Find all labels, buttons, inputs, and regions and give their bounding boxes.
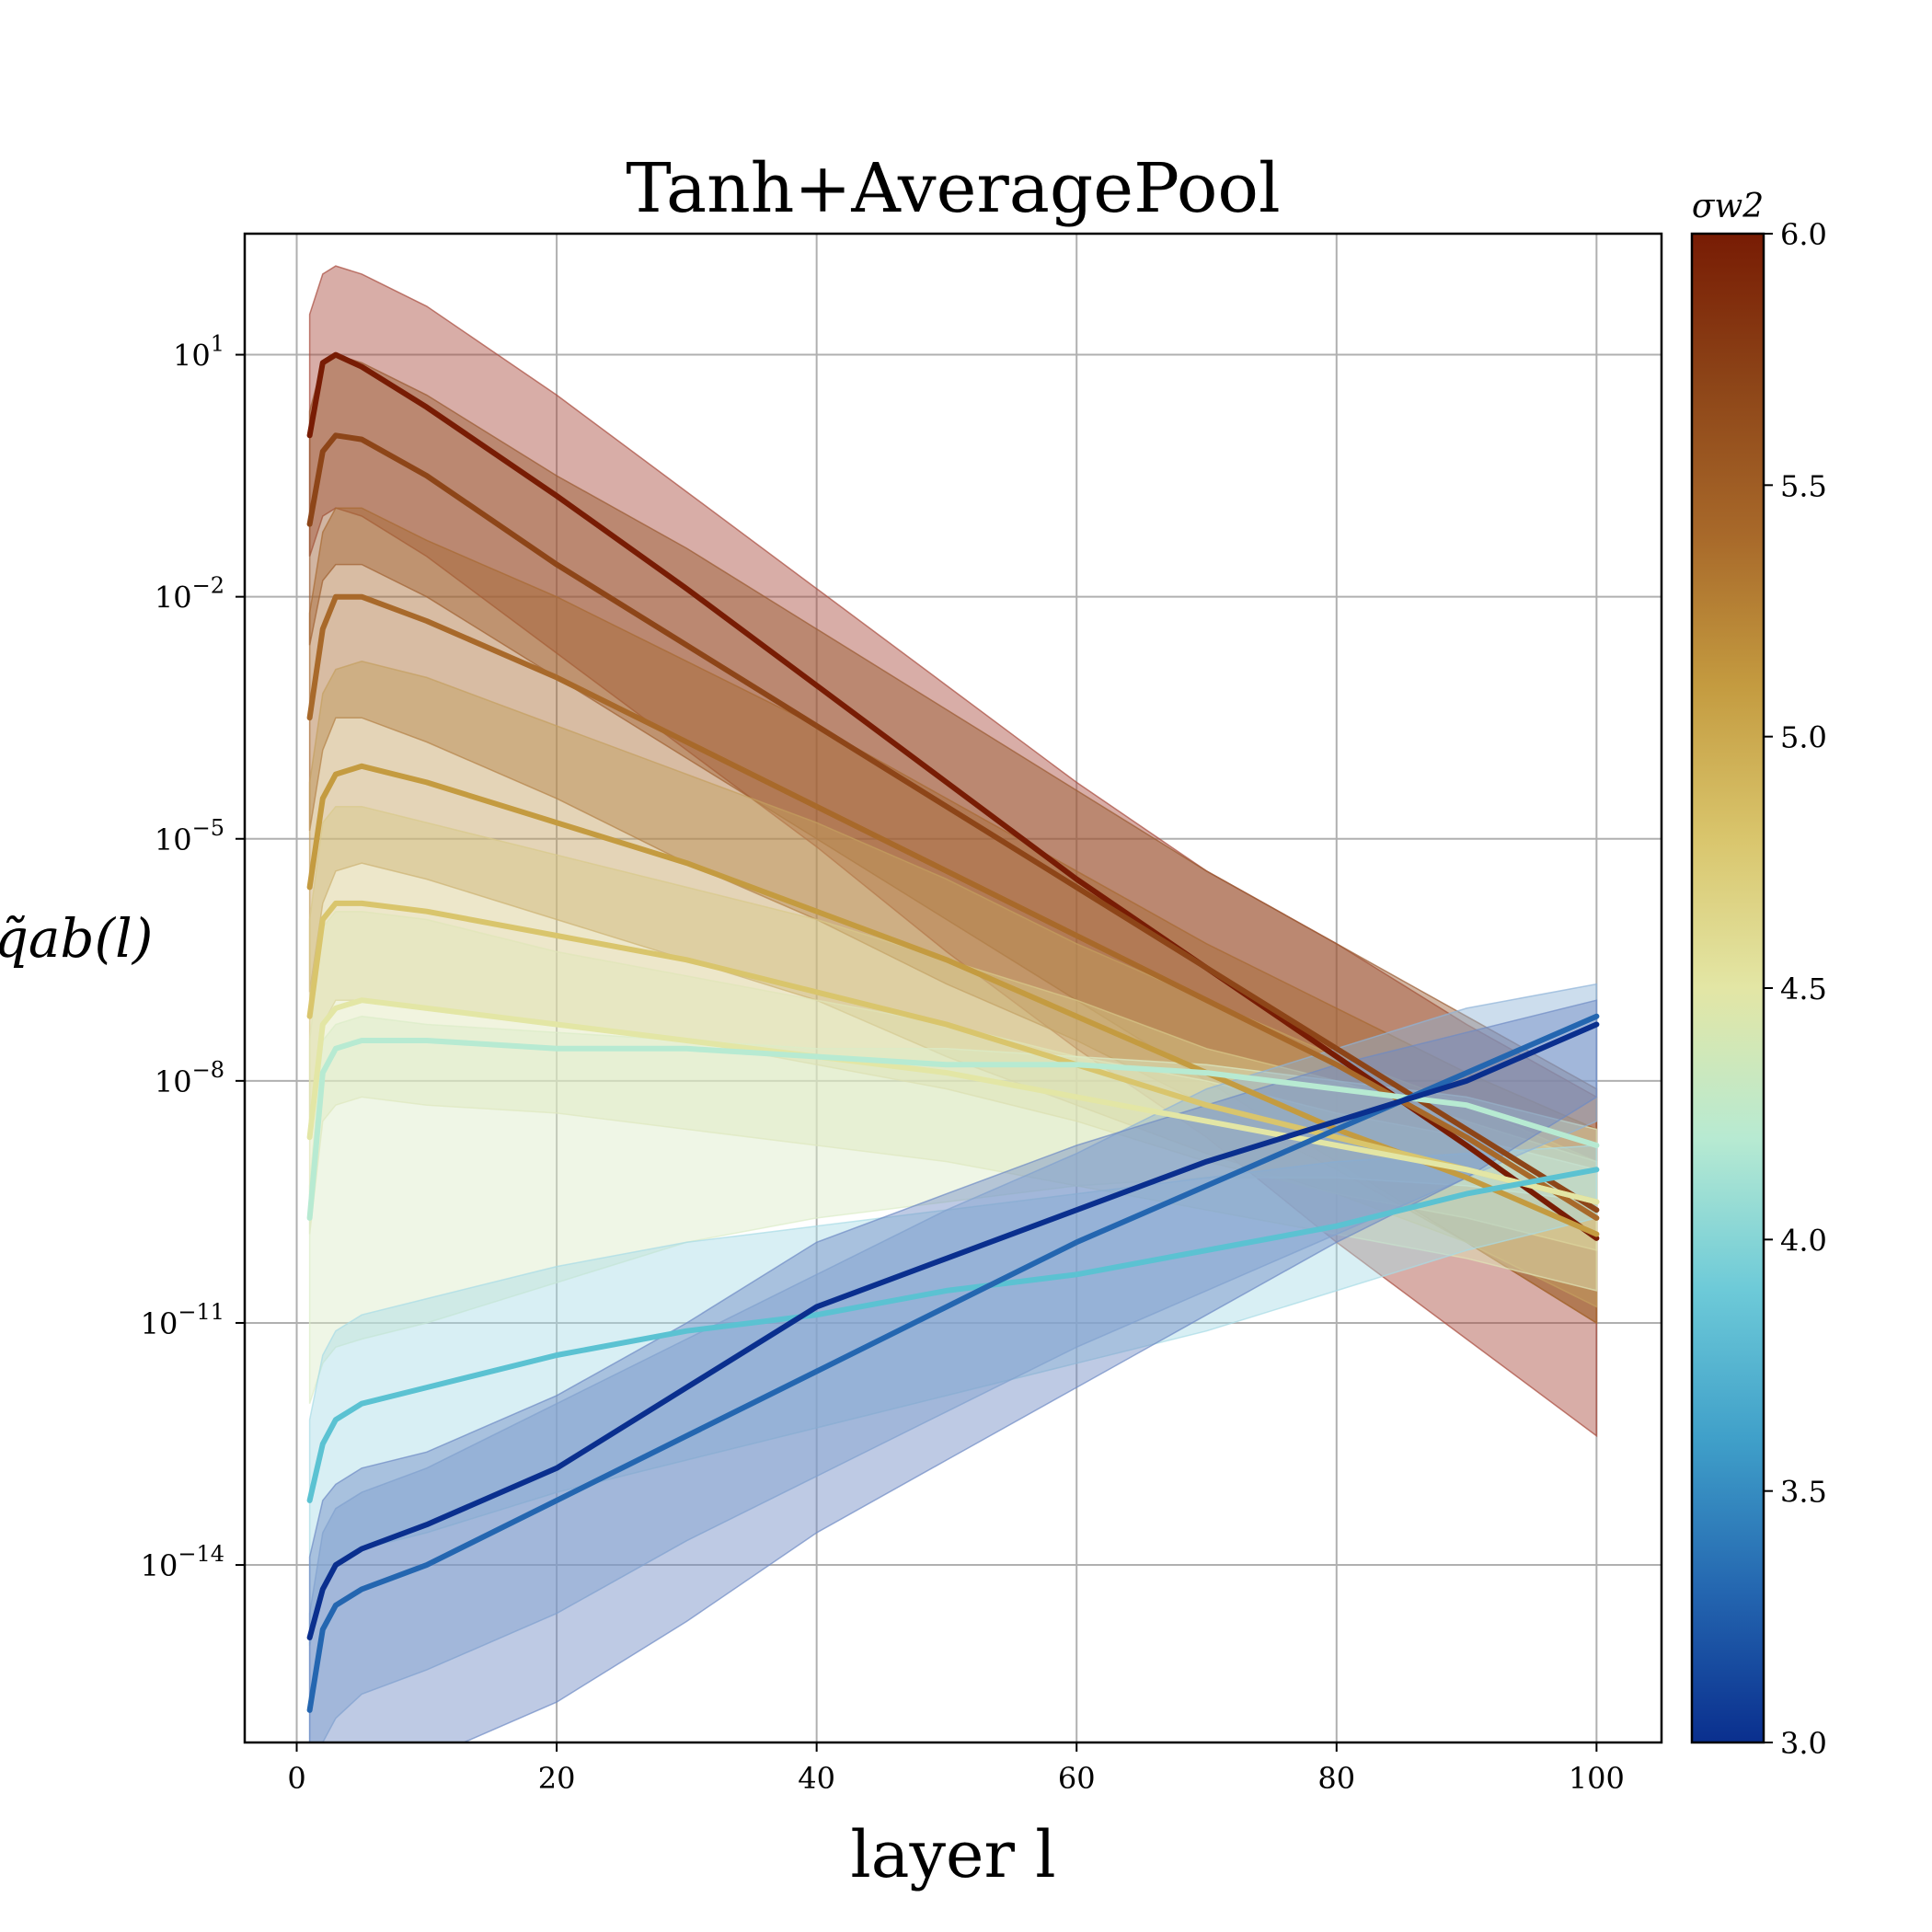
y-tick-base: 10 xyxy=(155,581,192,615)
confidence-band xyxy=(308,661,1598,1308)
y-tick-exponent: −8 xyxy=(192,1057,224,1083)
y-tick-label: 10−14 xyxy=(141,1541,224,1583)
y-tick-base: 10 xyxy=(155,822,192,857)
x-axis-ticks: 0 20 40 60 80 100 xyxy=(287,1742,1625,1796)
confidence-band xyxy=(308,983,1598,1742)
series-line xyxy=(306,1167,1600,1503)
colorbar-tick-label: 5.0 xyxy=(1780,720,1827,755)
y-tick-label: 10−8 xyxy=(155,1057,224,1099)
y-tick-base: 10 xyxy=(173,339,211,374)
x-tick-label: 60 xyxy=(1058,1761,1096,1796)
plot-frame xyxy=(243,232,1663,1744)
y-tick-exponent: −14 xyxy=(178,1541,224,1567)
series-line xyxy=(306,900,1600,1205)
x-tick-label: 100 xyxy=(1569,1761,1625,1796)
colorbar-tick-label: 4.0 xyxy=(1780,1223,1827,1258)
series-line xyxy=(306,351,1600,1241)
colorbar-tick-label: 5.5 xyxy=(1780,468,1827,503)
x-tick-label: 0 xyxy=(287,1761,305,1796)
colorbar-tick-label: 3.5 xyxy=(1780,1475,1827,1510)
series-line xyxy=(306,1021,1600,1640)
confidence-band xyxy=(308,999,1598,1742)
series-line xyxy=(306,1038,1600,1221)
series-lines xyxy=(306,351,1600,1713)
y-tick-exponent: −11 xyxy=(178,1299,224,1325)
colorbar-tick-label: 3.0 xyxy=(1780,1726,1827,1761)
y-tick-base: 10 xyxy=(141,1306,178,1341)
y-tick-exponent: −2 xyxy=(192,573,224,599)
y-tick-base: 10 xyxy=(155,1064,192,1099)
x-tick-label: 20 xyxy=(538,1761,576,1796)
y-tick-exponent: −5 xyxy=(192,815,224,841)
y-axis-label: q̃ab(l) xyxy=(0,907,153,970)
colorbar-tick-label: 4.5 xyxy=(1780,972,1827,1006)
colorbar: 6.0 5.5 5.0 4.5 4.0 3.5 3.0 σw2 xyxy=(1690,188,1827,1761)
chart-title: Tanh+AveragePool xyxy=(626,149,1280,228)
x-tick-label: 80 xyxy=(1317,1761,1355,1796)
y-tick-label: 10−11 xyxy=(141,1299,224,1341)
colorbar-label: σw2 xyxy=(1692,188,1764,225)
colorbar-fill xyxy=(1690,232,1765,1744)
colorbar-tick-label: 6.0 xyxy=(1780,217,1827,252)
confidence-band xyxy=(308,265,1598,1438)
y-tick-label: 10−2 xyxy=(155,573,224,615)
x-tick-label: 40 xyxy=(798,1761,835,1796)
colorbar-ticks: 6.0 5.5 5.0 4.5 4.0 3.5 3.0 xyxy=(1764,217,1827,1761)
series-line xyxy=(306,763,1600,1237)
series-line xyxy=(306,593,1600,1221)
y-tick-base: 10 xyxy=(141,1548,178,1583)
series-line xyxy=(306,432,1600,1213)
x-axis-label: layer l xyxy=(850,1817,1055,1892)
confidence-band xyxy=(308,910,1598,1292)
y-tick-exponent: 1 xyxy=(211,331,224,357)
y-tick-label: 10−5 xyxy=(155,815,224,857)
y-tick-label: 101 xyxy=(173,331,224,374)
series-line xyxy=(306,1013,1600,1713)
